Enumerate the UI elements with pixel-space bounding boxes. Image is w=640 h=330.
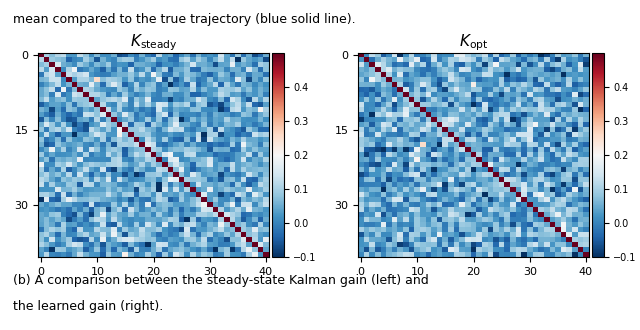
Title: $K_{\mathrm{steady}}$: $K_{\mathrm{steady}}$ [130, 32, 177, 53]
Title: $K_{\mathrm{opt}}$: $K_{\mathrm{opt}}$ [459, 32, 488, 53]
Text: (b) A comparison between the steady-state Kalman gain (left) and: (b) A comparison between the steady-stat… [13, 274, 429, 287]
Text: the learned gain (right).: the learned gain (right). [13, 300, 163, 313]
Text: mean compared to the true trajectory (blue solid line).: mean compared to the true trajectory (bl… [13, 13, 355, 26]
